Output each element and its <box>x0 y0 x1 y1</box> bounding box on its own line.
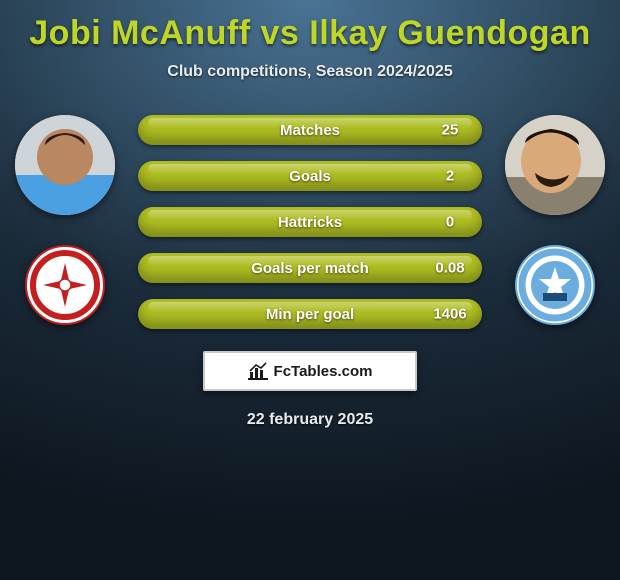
club-badge-icon <box>25 245 105 325</box>
avatar-placeholder-icon <box>15 115 115 215</box>
stat-right-value: 1406 <box>430 306 470 323</box>
stat-label: Goals <box>289 168 331 185</box>
stat-row-min-per-goal: Min per goal 1406 <box>138 299 482 329</box>
branding-box: FcTables.com <box>203 351 417 391</box>
avatar-placeholder-icon <box>505 115 605 215</box>
left-club-badge <box>25 245 105 325</box>
stat-label: Goals per match <box>251 260 369 277</box>
stat-right-value: 0 <box>430 214 470 231</box>
stat-right-value: 0.08 <box>430 260 470 277</box>
stat-row-hattricks: Hattricks 0 <box>138 207 482 237</box>
left-player-column <box>10 115 120 325</box>
comparison-card: Jobi McAnuff vs Ilkay Guendogan Club com… <box>0 0 620 580</box>
stat-right-value: 2 <box>430 168 470 185</box>
stat-row-goals-per-match: Goals per match 0.08 <box>138 253 482 283</box>
stat-row-matches: Matches 25 <box>138 115 482 145</box>
stat-row-goals: Goals 2 <box>138 161 482 191</box>
right-player-avatar <box>505 115 605 215</box>
stats-area: Matches 25 Goals 2 Hattricks 0 Goals per… <box>10 115 610 329</box>
club-badge-icon <box>515 245 595 325</box>
stat-right-value: 25 <box>430 122 470 139</box>
left-player-avatar <box>15 115 115 215</box>
chart-icon <box>248 362 268 380</box>
page-title: Jobi McAnuff vs Ilkay Guendogan <box>0 0 620 53</box>
subtitle: Club competitions, Season 2024/2025 <box>0 63 620 81</box>
right-player-column <box>500 115 610 325</box>
stats-column: Matches 25 Goals 2 Hattricks 0 Goals per… <box>120 115 500 329</box>
right-club-badge <box>515 245 595 325</box>
date-text: 22 february 2025 <box>0 411 620 429</box>
stat-label: Min per goal <box>266 306 354 323</box>
stat-label: Matches <box>280 122 340 139</box>
stat-label: Hattricks <box>278 214 342 231</box>
branding-text: FcTables.com <box>274 363 373 380</box>
